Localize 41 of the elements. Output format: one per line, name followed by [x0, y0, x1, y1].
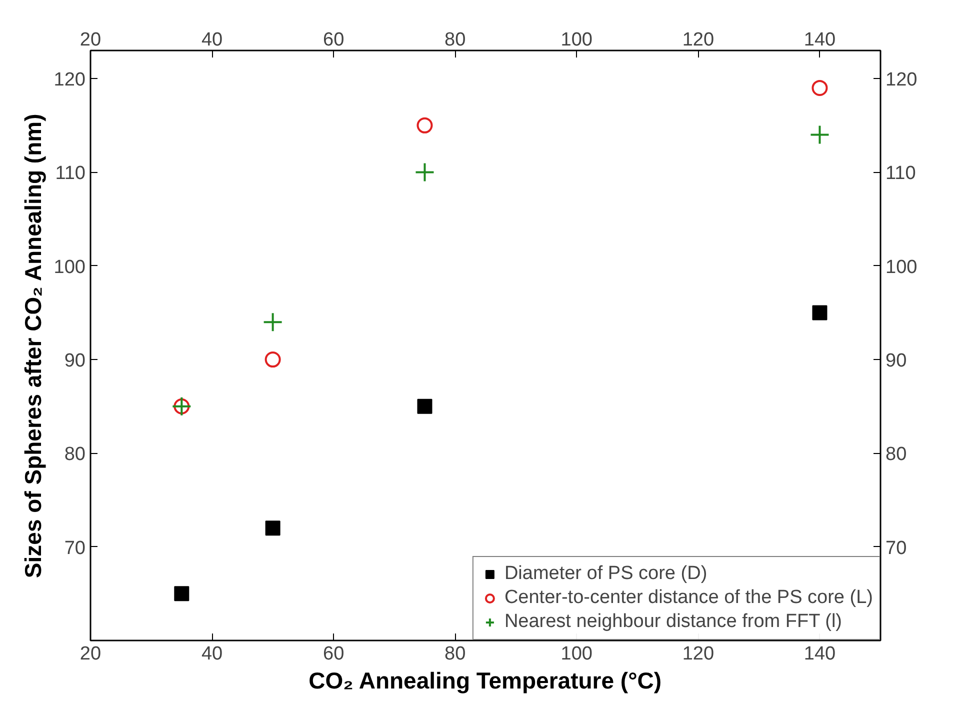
y-tick-label: 70: [64, 538, 86, 559]
point: [265, 520, 280, 536]
x-tick-label: 140: [804, 30, 836, 50]
x2-tick-label: 60: [323, 644, 344, 664]
y2-tick-label: 120: [886, 70, 918, 91]
x2-tick-label: 40: [201, 644, 223, 664]
x-tick-label: 20: [80, 30, 102, 50]
y-tick-label: 80: [64, 444, 86, 466]
x-tick-label: 120: [682, 30, 714, 50]
y-tick-label: 120: [54, 70, 86, 91]
x-tick-label: 40: [201, 30, 223, 50]
legend-label: Center-to-center distance of the PS core (L): [504, 587, 873, 609]
point: [417, 398, 432, 414]
y2-tick-label: 90: [886, 350, 907, 372]
point: [262, 312, 283, 332]
y-tick-label: 110: [55, 163, 86, 184]
legend-label: Diameter of PS core (D): [504, 563, 708, 585]
x-tick-label: 60: [323, 30, 344, 50]
x-tick-label: 80: [444, 30, 466, 50]
x-axis-title: CO₂ Annealing Temperature (°C): [308, 668, 662, 694]
x2-tick-label: 20: [80, 644, 102, 664]
y2-tick-label: 110: [886, 163, 916, 184]
x2-tick-label: 120: [682, 644, 714, 664]
point: [174, 586, 190, 602]
y2-tick-label: 80: [886, 444, 907, 466]
point: [414, 162, 435, 182]
point: [416, 117, 433, 134]
x2-tick-label: 100: [560, 644, 593, 664]
y-tick-label: 90: [64, 350, 86, 372]
x2-tick-label: 140: [804, 644, 836, 664]
legend-label: Nearest neighbour distance from FFT (l): [504, 611, 842, 633]
y-tick-label: 100: [54, 256, 86, 278]
point: [812, 305, 828, 320]
point: [812, 80, 828, 96]
x-tick-label: 100: [560, 30, 593, 50]
y-axis-title: Sizes of Spheres after CO₂ Annealing (nm): [20, 114, 46, 578]
x2-tick-label: 80: [444, 644, 466, 664]
y2-tick-label: 70: [886, 538, 907, 559]
point: [810, 124, 830, 145]
point: [264, 352, 281, 368]
y2-tick-label: 100: [886, 256, 918, 278]
